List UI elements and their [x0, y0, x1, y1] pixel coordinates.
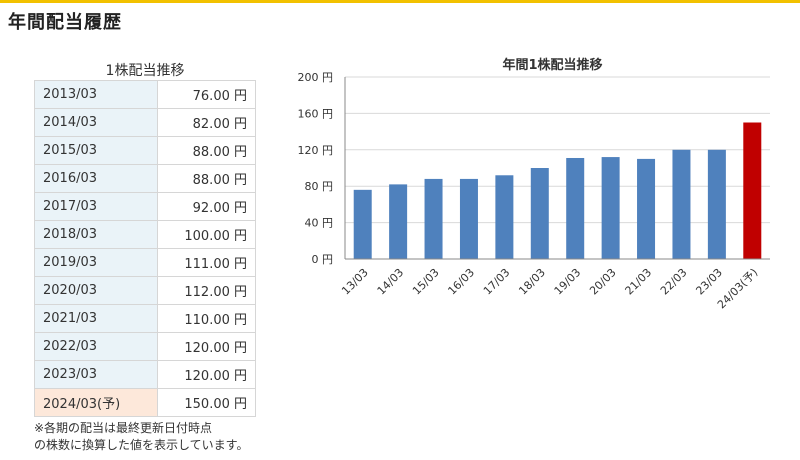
- footnote-line-1: ※各期の配当は最終更新日付時点: [34, 421, 213, 435]
- x-tick-label: 23/03: [693, 266, 725, 298]
- bar: [707, 149, 726, 259]
- y-tick-label: 80 円: [305, 180, 334, 193]
- bar: [637, 158, 656, 259]
- table-row: 2020/03 112.00 円: [34, 276, 256, 305]
- table-row: 2021/03 110.00 円: [34, 304, 256, 333]
- bar: [459, 178, 478, 259]
- row-year: 2020/03: [34, 276, 158, 305]
- row-year: 2013/03: [34, 80, 158, 109]
- y-tick-label: 160 円: [298, 107, 334, 120]
- bar: [530, 168, 549, 259]
- chart-title: 年間1株配当推移: [502, 57, 602, 73]
- x-tick-label: 16/03: [445, 266, 477, 298]
- bar: [601, 157, 620, 259]
- row-year: 2022/03: [34, 332, 158, 361]
- row-value: 120.00 円: [157, 360, 256, 389]
- row-year: 2015/03: [34, 136, 158, 165]
- row-year: 2023/03: [34, 360, 158, 389]
- row-year: 2017/03: [34, 192, 158, 221]
- footnote: ※各期の配当は最終更新日付時点 の株数に換算した値を表示しています。: [34, 420, 248, 454]
- table-row: 2013/03 76.00 円: [34, 80, 256, 109]
- row-value: 111.00 円: [157, 248, 256, 277]
- row-value: 76.00 円: [157, 80, 256, 109]
- bar: [672, 149, 691, 259]
- x-tick-label: 21/03: [623, 266, 655, 298]
- table-row: 2024/03(予) 150.00 円: [34, 388, 256, 417]
- x-tick-label: 17/03: [481, 266, 513, 298]
- row-year: 2019/03: [34, 248, 158, 277]
- y-tick-label: 0 円: [312, 253, 334, 266]
- table-row: 2016/03 88.00 円: [34, 164, 256, 193]
- row-value: 88.00 円: [157, 136, 256, 165]
- bar: [389, 184, 408, 259]
- top-accent-rule: [0, 0, 800, 3]
- row-value: 110.00 円: [157, 304, 256, 333]
- footnote-line-2: の株数に換算した値を表示しています。: [34, 438, 249, 452]
- x-tick-label: 20/03: [587, 266, 619, 298]
- row-value: 112.00 円: [157, 276, 256, 305]
- y-tick-label: 200 円: [298, 71, 334, 84]
- row-value: 150.00 円: [157, 388, 256, 417]
- table-row: 2015/03 88.00 円: [34, 136, 256, 165]
- bar: [353, 189, 372, 259]
- page-title: 年間配当履歴: [8, 12, 122, 33]
- row-value: 100.00 円: [157, 220, 256, 249]
- bar-forecast: [743, 122, 762, 259]
- row-year: 2021/03: [34, 304, 158, 333]
- row-year: 2024/03(予): [34, 388, 158, 417]
- x-tick-label: 14/03: [375, 266, 407, 298]
- x-tick-label: 19/03: [552, 266, 584, 298]
- table-row: 2018/03 100.00 円: [34, 220, 256, 249]
- row-year: 2018/03: [34, 220, 158, 249]
- y-tick-label: 40 円: [305, 217, 334, 230]
- row-year: 2014/03: [34, 108, 158, 137]
- table-caption: 1株配当推移: [105, 63, 185, 79]
- bar: [566, 157, 585, 259]
- row-value: 82.00 円: [157, 108, 256, 137]
- x-tick-label: 13/03: [339, 266, 371, 298]
- table-row: 2019/03 111.00 円: [34, 248, 256, 277]
- table-row: 2017/03 92.00 円: [34, 192, 256, 221]
- bar: [495, 175, 514, 259]
- x-tick-label: 22/03: [658, 266, 690, 298]
- x-tick-label: 18/03: [516, 266, 548, 298]
- bar: [424, 178, 443, 259]
- table-row: 2023/03 120.00 円: [34, 360, 256, 389]
- row-value: 120.00 円: [157, 332, 256, 361]
- table-row: 2014/03 82.00 円: [34, 108, 256, 137]
- y-tick-label: 120 円: [298, 144, 334, 157]
- x-tick-label: 15/03: [410, 266, 442, 298]
- table-row: 2022/03 120.00 円: [34, 332, 256, 361]
- row-value: 92.00 円: [157, 192, 256, 221]
- row-year: 2016/03: [34, 164, 158, 193]
- dividend-table: 2013/03 76.00 円 2014/03 82.00 円 2015/03 88.00…: [34, 80, 256, 417]
- row-value: 88.00 円: [157, 164, 256, 193]
